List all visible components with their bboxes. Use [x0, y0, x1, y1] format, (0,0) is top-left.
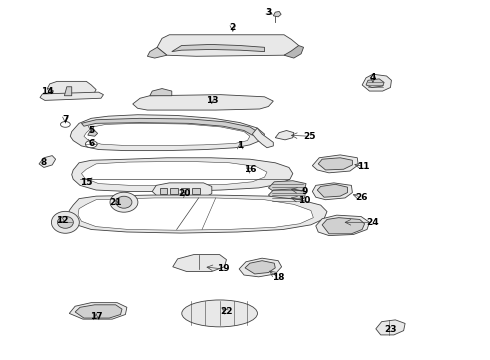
- Polygon shape: [284, 45, 304, 58]
- Polygon shape: [312, 155, 358, 173]
- Text: 25: 25: [303, 132, 316, 141]
- Ellipse shape: [182, 300, 257, 327]
- Text: 7: 7: [62, 115, 69, 124]
- Polygon shape: [229, 160, 257, 175]
- Text: 18: 18: [272, 273, 284, 282]
- Text: 21: 21: [109, 198, 122, 207]
- Text: 26: 26: [355, 193, 368, 202]
- Text: 2: 2: [230, 23, 236, 32]
- Ellipse shape: [85, 140, 97, 148]
- Polygon shape: [317, 184, 347, 197]
- Text: 1: 1: [237, 141, 243, 150]
- Polygon shape: [70, 115, 265, 150]
- Text: 19: 19: [217, 265, 229, 274]
- Text: 9: 9: [301, 187, 308, 196]
- Polygon shape: [366, 79, 384, 87]
- Text: 11: 11: [357, 162, 369, 171]
- Polygon shape: [269, 189, 306, 202]
- Text: 8: 8: [41, 158, 47, 167]
- Polygon shape: [239, 258, 282, 277]
- Ellipse shape: [51, 211, 79, 233]
- Polygon shape: [171, 188, 178, 194]
- Polygon shape: [133, 95, 273, 110]
- Polygon shape: [72, 158, 293, 192]
- Polygon shape: [84, 123, 250, 145]
- Text: 5: 5: [88, 126, 95, 135]
- Polygon shape: [362, 74, 392, 91]
- Polygon shape: [273, 12, 281, 17]
- Text: 23: 23: [384, 325, 397, 334]
- Polygon shape: [160, 188, 168, 194]
- Polygon shape: [172, 44, 265, 51]
- Polygon shape: [73, 168, 125, 179]
- Polygon shape: [181, 188, 189, 194]
- Text: 15: 15: [80, 178, 93, 187]
- Polygon shape: [81, 118, 257, 135]
- Polygon shape: [316, 215, 369, 235]
- Text: 4: 4: [369, 73, 376, 82]
- Polygon shape: [376, 320, 405, 335]
- Polygon shape: [78, 198, 313, 230]
- Polygon shape: [312, 183, 352, 200]
- Polygon shape: [68, 195, 327, 233]
- Polygon shape: [269, 181, 306, 194]
- Polygon shape: [322, 218, 365, 234]
- Text: 10: 10: [298, 196, 311, 205]
- Polygon shape: [275, 131, 294, 140]
- Text: 20: 20: [178, 189, 190, 198]
- Text: 13: 13: [206, 96, 218, 105]
- Text: 17: 17: [90, 312, 102, 321]
- Polygon shape: [69, 303, 127, 319]
- Text: 6: 6: [88, 139, 95, 148]
- Polygon shape: [81, 161, 267, 185]
- Polygon shape: [318, 158, 352, 170]
- Polygon shape: [40, 92, 103, 100]
- Polygon shape: [173, 255, 226, 271]
- Polygon shape: [39, 156, 55, 167]
- Polygon shape: [152, 183, 212, 199]
- Ellipse shape: [57, 216, 74, 228]
- Ellipse shape: [116, 196, 132, 208]
- Polygon shape: [235, 162, 254, 171]
- Polygon shape: [157, 35, 299, 56]
- Polygon shape: [192, 188, 199, 194]
- Text: 12: 12: [56, 216, 68, 225]
- Polygon shape: [75, 305, 122, 318]
- Text: 14: 14: [41, 86, 53, 95]
- Polygon shape: [88, 131, 98, 136]
- Polygon shape: [147, 47, 167, 58]
- Polygon shape: [245, 261, 275, 274]
- Ellipse shape: [60, 122, 70, 127]
- Polygon shape: [252, 128, 273, 148]
- Text: 16: 16: [244, 166, 256, 175]
- Polygon shape: [64, 87, 72, 96]
- Text: 24: 24: [367, 218, 379, 227]
- Text: 3: 3: [265, 8, 271, 17]
- Polygon shape: [150, 89, 172, 96]
- Polygon shape: [48, 81, 96, 96]
- Text: 22: 22: [220, 307, 233, 316]
- Ellipse shape: [110, 192, 138, 212]
